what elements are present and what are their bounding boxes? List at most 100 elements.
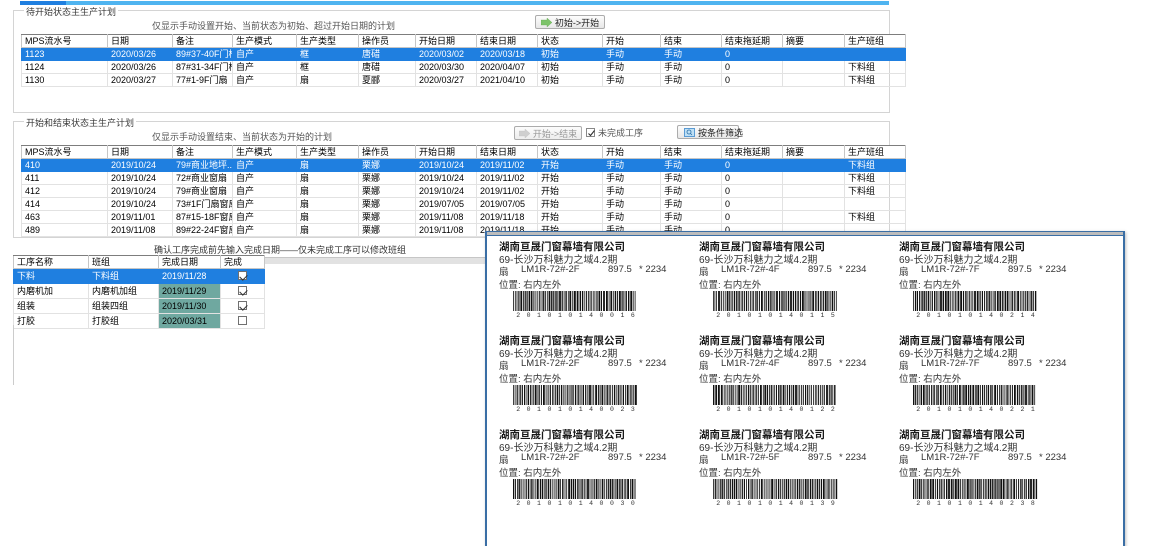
svg-text:4: 4 <box>1031 312 1035 318</box>
svg-text:4: 4 <box>789 406 793 412</box>
svg-text:8: 8 <box>1031 500 1035 506</box>
svg-text:9: 9 <box>831 500 835 506</box>
svg-text:2: 2 <box>820 406 824 412</box>
svg-text:4: 4 <box>989 500 993 506</box>
svg-text:1: 1 <box>558 406 562 412</box>
svg-text:1: 1 <box>779 406 783 412</box>
svg-text:0: 0 <box>927 312 931 318</box>
svg-text:1: 1 <box>558 312 562 318</box>
svg-text:4: 4 <box>989 406 993 412</box>
svg-text:0: 0 <box>548 500 552 506</box>
svg-text:2: 2 <box>620 406 624 412</box>
svg-text:2: 2 <box>831 406 835 412</box>
svg-text:1: 1 <box>937 312 941 318</box>
svg-text:0: 0 <box>768 406 772 412</box>
svg-text:0: 0 <box>948 500 952 506</box>
svg-text:2: 2 <box>916 500 920 506</box>
svg-text:4: 4 <box>589 406 593 412</box>
svg-text:2: 2 <box>1010 500 1014 506</box>
svg-text:1: 1 <box>579 312 583 318</box>
svg-text:0: 0 <box>727 500 731 506</box>
svg-text:0: 0 <box>968 406 972 412</box>
svg-text:0: 0 <box>800 406 804 412</box>
svg-text:2: 2 <box>516 500 520 506</box>
svg-text:1: 1 <box>937 500 941 506</box>
svg-text:2: 2 <box>1010 312 1014 318</box>
svg-text:0: 0 <box>968 312 972 318</box>
svg-text:0: 0 <box>748 312 752 318</box>
svg-text:0: 0 <box>568 312 572 318</box>
svg-text:1: 1 <box>979 312 983 318</box>
svg-text:0: 0 <box>727 312 731 318</box>
svg-text:1: 1 <box>1020 312 1024 318</box>
svg-text:1: 1 <box>579 500 583 506</box>
svg-text:1: 1 <box>758 312 762 318</box>
svg-text:1: 1 <box>537 406 541 412</box>
svg-text:0: 0 <box>568 406 572 412</box>
svg-text:0: 0 <box>600 500 604 506</box>
svg-text:0: 0 <box>927 500 931 506</box>
svg-text:2: 2 <box>1010 406 1014 412</box>
svg-text:1: 1 <box>737 500 741 506</box>
svg-text:2: 2 <box>716 500 720 506</box>
svg-text:1: 1 <box>958 500 962 506</box>
svg-text:0: 0 <box>1000 312 1004 318</box>
svg-text:1: 1 <box>779 500 783 506</box>
svg-text:2: 2 <box>916 406 920 412</box>
svg-text:2: 2 <box>716 406 720 412</box>
svg-text:2: 2 <box>916 312 920 318</box>
svg-text:2: 2 <box>1020 406 1024 412</box>
svg-text:0: 0 <box>927 406 931 412</box>
svg-text:0: 0 <box>600 312 604 318</box>
svg-text:4: 4 <box>589 312 593 318</box>
svg-text:3: 3 <box>1020 500 1024 506</box>
svg-text:5: 5 <box>831 312 835 318</box>
svg-text:0: 0 <box>548 312 552 318</box>
svg-text:0: 0 <box>568 500 572 506</box>
svg-text:0: 0 <box>527 500 531 506</box>
svg-text:1: 1 <box>537 312 541 318</box>
svg-text:0: 0 <box>610 406 614 412</box>
svg-text:2: 2 <box>716 312 720 318</box>
svg-text:0: 0 <box>727 406 731 412</box>
svg-text:1: 1 <box>958 406 962 412</box>
svg-text:2: 2 <box>516 312 520 318</box>
svg-text:1: 1 <box>810 406 814 412</box>
svg-text:1: 1 <box>937 406 941 412</box>
svg-text:1: 1 <box>558 500 562 506</box>
svg-text:0: 0 <box>768 500 772 506</box>
svg-text:2: 2 <box>516 406 520 412</box>
svg-text:3: 3 <box>820 500 824 506</box>
svg-text:1: 1 <box>820 312 824 318</box>
svg-text:1: 1 <box>979 406 983 412</box>
svg-text:1: 1 <box>779 312 783 318</box>
svg-text:0: 0 <box>527 406 531 412</box>
svg-text:0: 0 <box>600 406 604 412</box>
svg-text:1: 1 <box>1031 406 1035 412</box>
svg-text:0: 0 <box>631 500 635 506</box>
svg-text:0: 0 <box>1000 406 1004 412</box>
svg-text:1: 1 <box>579 406 583 412</box>
svg-text:0: 0 <box>800 312 804 318</box>
svg-text:0: 0 <box>548 406 552 412</box>
svg-text:1: 1 <box>758 406 762 412</box>
svg-text:0: 0 <box>800 500 804 506</box>
svg-text:1: 1 <box>979 500 983 506</box>
svg-text:0: 0 <box>968 500 972 506</box>
svg-text:1: 1 <box>737 312 741 318</box>
svg-text:4: 4 <box>589 500 593 506</box>
svg-text:0: 0 <box>527 312 531 318</box>
svg-text:1: 1 <box>620 312 624 318</box>
svg-text:0: 0 <box>610 500 614 506</box>
svg-text:0: 0 <box>948 312 952 318</box>
svg-text:0: 0 <box>610 312 614 318</box>
svg-text:1: 1 <box>958 312 962 318</box>
svg-text:1: 1 <box>758 500 762 506</box>
svg-text:0: 0 <box>948 406 952 412</box>
svg-text:4: 4 <box>989 312 993 318</box>
svg-text:0: 0 <box>748 500 752 506</box>
svg-text:1: 1 <box>737 406 741 412</box>
svg-text:0: 0 <box>1000 500 1004 506</box>
svg-text:1: 1 <box>810 500 814 506</box>
svg-text:0: 0 <box>768 312 772 318</box>
